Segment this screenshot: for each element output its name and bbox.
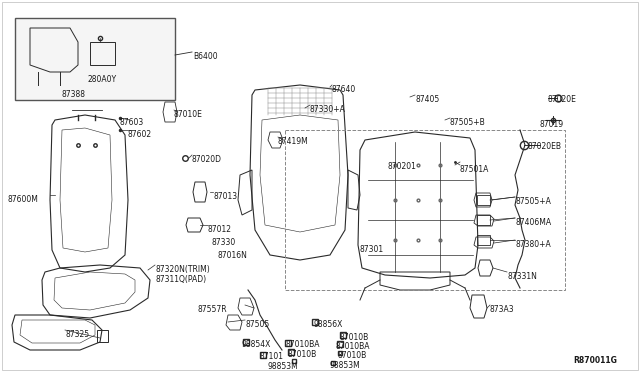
Text: 87010B: 87010B — [337, 351, 366, 360]
Text: 87010B: 87010B — [287, 350, 316, 359]
Text: 87603: 87603 — [120, 118, 144, 127]
Text: 87388: 87388 — [62, 90, 86, 99]
Text: 87311Q(PAD): 87311Q(PAD) — [155, 275, 206, 284]
Text: 87010B: 87010B — [340, 333, 369, 342]
Text: 87010BA: 87010BA — [335, 342, 369, 351]
Text: 87640: 87640 — [332, 85, 356, 94]
Text: 87501A: 87501A — [460, 165, 490, 174]
Text: 873A3: 873A3 — [490, 305, 515, 314]
Text: 87602: 87602 — [127, 130, 151, 139]
Text: 98854X: 98854X — [242, 340, 271, 349]
Bar — [15, 18, 175, 100]
Text: 280A0Y: 280A0Y — [87, 75, 116, 84]
Text: 87600M: 87600M — [8, 195, 39, 204]
Text: 87012: 87012 — [208, 225, 232, 234]
Text: 87019: 87019 — [540, 120, 564, 129]
Text: 98856X: 98856X — [313, 320, 342, 329]
Text: 87010E: 87010E — [174, 110, 203, 119]
Text: 87505+B: 87505+B — [450, 118, 486, 127]
Text: 87101: 87101 — [260, 352, 284, 361]
Text: 87016N: 87016N — [218, 251, 248, 260]
Text: 87557R: 87557R — [198, 305, 228, 314]
Text: 87010BA: 87010BA — [285, 340, 319, 349]
Text: 98853M: 98853M — [330, 361, 361, 370]
Text: 87505+A: 87505+A — [515, 197, 551, 206]
Text: 87325: 87325 — [65, 330, 89, 339]
Text: R870011G: R870011G — [573, 356, 617, 365]
Text: 87013: 87013 — [213, 192, 237, 201]
Text: 87331N: 87331N — [507, 272, 537, 281]
Bar — [285, 130, 565, 290]
Text: 87330+A: 87330+A — [310, 105, 346, 114]
Text: 87320N(TRIM): 87320N(TRIM) — [155, 265, 210, 274]
Text: 98853M: 98853M — [267, 362, 298, 371]
Text: 87330: 87330 — [212, 238, 236, 247]
Text: 87301: 87301 — [360, 245, 384, 254]
Text: 87419M: 87419M — [278, 137, 308, 146]
Text: 870201: 870201 — [388, 162, 417, 171]
Text: B6400: B6400 — [193, 52, 218, 61]
Text: 87380+A: 87380+A — [515, 240, 551, 249]
Text: 87020E: 87020E — [548, 95, 577, 104]
Text: 87020EB: 87020EB — [528, 142, 562, 151]
Text: 87405: 87405 — [415, 95, 439, 104]
Text: 87505: 87505 — [245, 320, 269, 329]
Text: 87406MA: 87406MA — [515, 218, 551, 227]
Text: 87020D: 87020D — [192, 155, 222, 164]
